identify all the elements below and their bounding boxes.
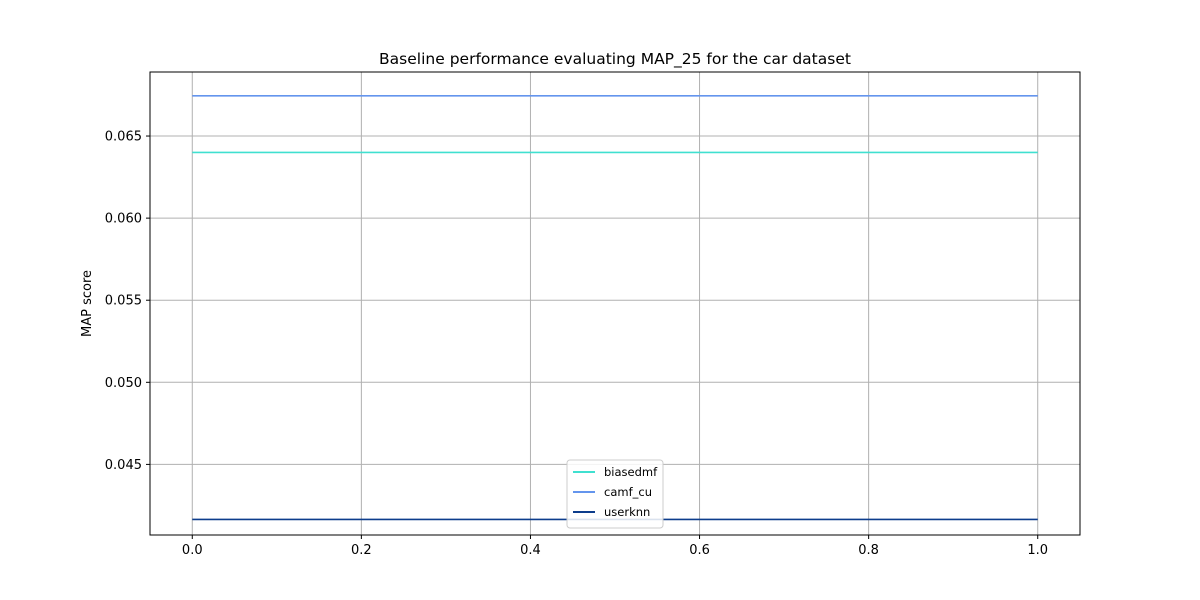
- legend-label-biasedmf: biasedmf: [604, 465, 658, 479]
- y-axis-label: MAP score: [80, 270, 95, 337]
- x-tick-label: 0.0: [182, 543, 203, 558]
- legend-label-userknn: userknn: [604, 505, 650, 519]
- axes-frame: [149, 71, 1081, 536]
- x-tick-label: 0.2: [351, 543, 372, 558]
- x-tick-label: 0.6: [689, 543, 710, 558]
- y-tick-label: 0.055: [105, 294, 142, 309]
- chart-title: Baseline performance evaluating MAP_25 f…: [379, 50, 851, 69]
- legend-label-camf_cu: camf_cu: [604, 485, 652, 499]
- y-tick-label: 0.060: [105, 212, 142, 227]
- y-tick-label: 0.045: [105, 458, 142, 473]
- grid-layer: [150, 72, 1080, 535]
- ticks-layer: 0.0 0.2 0.4 0.6 0.8 1.0 0.045 0.050 0.055 0.060 0.…: [105, 130, 1048, 558]
- x-tick-label: 0.4: [520, 543, 541, 558]
- y-tick-label: 0.050: [105, 376, 142, 391]
- x-tick-label: 1.0: [1027, 543, 1048, 558]
- x-tick-label: 0.8: [858, 543, 879, 558]
- y-tick-label: 0.065: [105, 130, 142, 145]
